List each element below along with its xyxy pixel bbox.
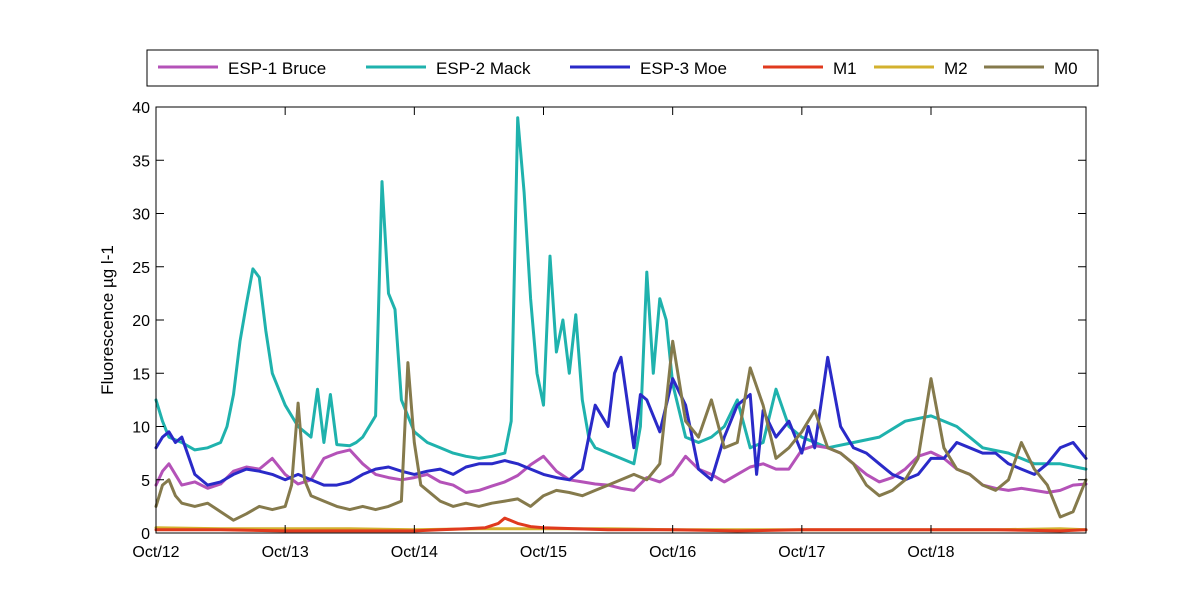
x-tick-label: Oct/12 (132, 544, 179, 561)
y-tick-label: 25 (132, 260, 150, 277)
y-tick-label: 20 (132, 313, 150, 330)
legend-label: ESP-3 Moe (640, 59, 727, 78)
x-tick-label: Oct/18 (907, 544, 954, 561)
series-line-esp-2-mack (154, 116, 1088, 471)
y-tick-label: 30 (132, 207, 150, 224)
x-tick-label: Oct/13 (262, 544, 309, 561)
series-line-esp-3-moe (154, 355, 1088, 487)
y-axis-title: Fluorescence µg l-1 (98, 245, 117, 395)
legend: ESP-1 Bruce ESP-2 Mack ESP-3 Moe M1 M2 M0 (146, 49, 1099, 87)
y-tick-label: 40 (132, 100, 150, 117)
x-tick-label: Oct/14 (391, 544, 438, 561)
y-tick-label: 0 (141, 526, 150, 543)
series-line-m1 (154, 516, 1088, 533)
legend-label: M0 (1054, 59, 1078, 78)
legend-label: M2 (944, 59, 968, 78)
x-axis: Oct/12 Oct/13 Oct/14 Oct/15 Oct/16 Oct/17 Oct/… (132, 107, 955, 561)
x-tick-label: Oct/17 (778, 544, 825, 561)
plot-area (156, 107, 1086, 533)
legend-label: M1 (833, 59, 857, 78)
y-tick-label: 35 (132, 153, 150, 170)
legend-label: ESP-1 Bruce (228, 59, 326, 78)
y-tick-label: 5 (141, 473, 150, 490)
x-tick-label: Oct/16 (649, 544, 696, 561)
series-layer (154, 116, 1088, 533)
y-axis: 0 5 10 15 20 25 30 35 40 (132, 100, 1086, 543)
x-tick-label: Oct/15 (520, 544, 567, 561)
series-line-m0 (154, 339, 1088, 522)
legend-label: ESP-2 Mack (436, 59, 531, 78)
series-line-esp-1-bruce (154, 444, 1088, 494)
y-tick-label: 15 (132, 366, 150, 383)
y-tick-label: 10 (132, 420, 150, 437)
